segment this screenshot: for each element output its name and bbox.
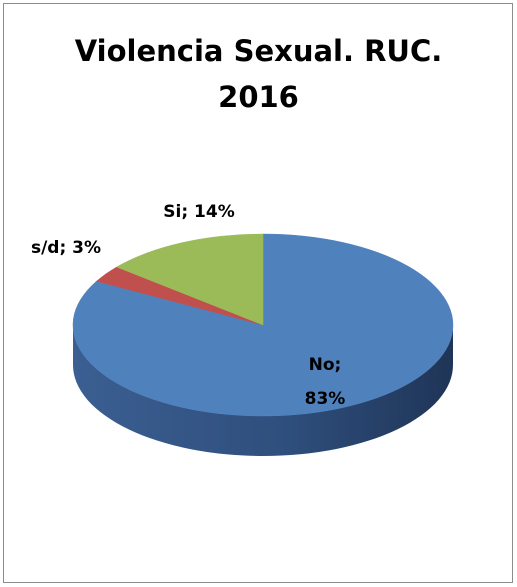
slice-label-si: Si; 14% (163, 202, 234, 222)
slice-side-no (73, 325, 453, 456)
slice-label-no: No; (309, 355, 342, 375)
pie-sides (73, 325, 453, 456)
slice-label-no-percent: 83% (305, 389, 346, 409)
pie-labels: Si; 14% s/d; 3% No; 83% (31, 202, 345, 409)
chart-title-line-2: 2016 (218, 80, 299, 114)
pie-tops (72, 233, 454, 417)
chart-title: Violencia Sexual. RUC. 2016 (0, 28, 517, 120)
chart-title-line-1: Violencia Sexual. RUC. (74, 34, 443, 68)
slice-label-sd: s/d; 3% (31, 238, 101, 258)
slice-si (116, 233, 264, 326)
